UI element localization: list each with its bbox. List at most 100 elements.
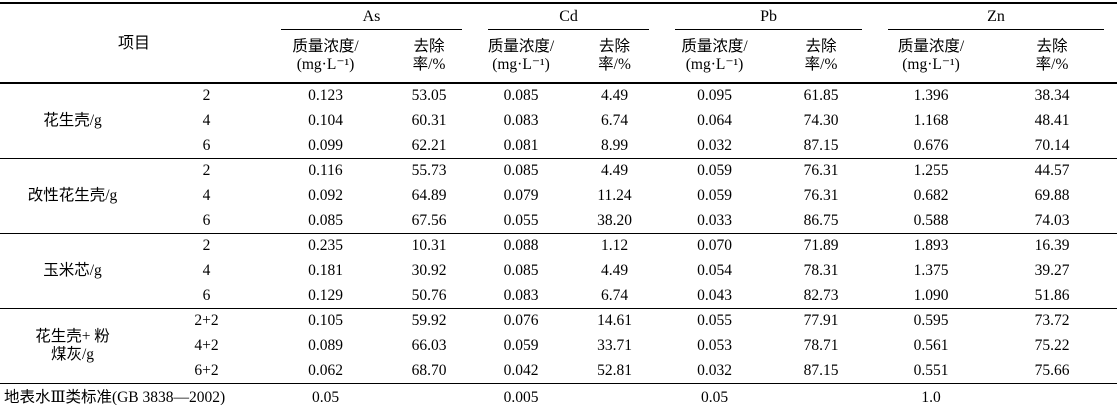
- value-cell: 1.255: [875, 158, 988, 184]
- value-cell: 0.083: [503, 111, 539, 129]
- value-cell: 38.20: [597, 211, 632, 229]
- item-column-header: 项目: [0, 3, 269, 84]
- value-cell: 82.73: [803, 286, 839, 304]
- element-header-pb: Pb: [662, 3, 875, 32]
- amount-cell: 6: [202, 286, 211, 304]
- value-cell: 0.095: [697, 87, 732, 105]
- value-cell: 0.059: [697, 186, 732, 204]
- element-label-cd: Cd: [488, 8, 650, 30]
- value-cell: 77.91: [767, 308, 876, 334]
- as-removal-header: 去除 率/%: [383, 32, 476, 84]
- value-cell: 0.085: [503, 87, 539, 105]
- table-row: 6+2 0.062 68.70 0.042 52.81 0.032 87.15 …: [0, 359, 1117, 384]
- value-cell: 8.99: [600, 136, 629, 154]
- table-row: 4 0.104 60.31 0.083 6.74 0.064 74.30 1.1…: [0, 109, 1117, 134]
- value-cell: 78.31: [803, 262, 839, 280]
- value-cell: 67.56: [411, 211, 447, 229]
- table-row: 4+2 0.089 66.03 0.059 33.71 0.053 78.71 …: [0, 334, 1117, 359]
- value-cell: 51.86: [1034, 286, 1070, 304]
- value-cell: 0.085: [308, 211, 343, 229]
- amount-cell: 6+2: [194, 361, 219, 379]
- value-cell: 66.03: [411, 337, 447, 355]
- value-cell: 0.595: [875, 308, 988, 334]
- element-header-cd: Cd: [475, 3, 662, 32]
- value-cell: 0.076: [475, 308, 568, 334]
- value-cell: 0.129: [308, 286, 343, 304]
- value-cell: 48.41: [1034, 111, 1070, 129]
- value-cell: 33.71: [597, 337, 632, 355]
- value-cell: 0.043: [697, 286, 732, 304]
- value-cell: 4.49: [567, 158, 663, 184]
- value-cell: 0.099: [308, 136, 343, 154]
- standard-value-pb: 0.05: [662, 383, 768, 405]
- element-header-as: As: [268, 3, 475, 32]
- value-cell: 6.74: [600, 286, 629, 304]
- material-label: 改性花生壳/g: [0, 158, 145, 234]
- standard-value-zn: 1.0: [875, 383, 988, 405]
- as-concentration-header: 质量浓度/ (mg·L⁻¹): [268, 32, 384, 84]
- value-cell: 0.033: [697, 211, 732, 229]
- value-cell: 0.235: [268, 233, 384, 259]
- value-cell: 87.15: [803, 361, 839, 379]
- value-cell: 62.21: [411, 136, 447, 154]
- amount-cell: 2: [202, 87, 211, 105]
- table-row: 花生壳/g 2 0.123 53.05 0.085 4.49 0.095 61.…: [0, 83, 1117, 129]
- value-cell: 78.71: [803, 337, 839, 355]
- table-body: 花生壳/g 2 0.123 53.05 0.085 4.49 0.095 61.…: [0, 83, 1117, 405]
- table-row: 6 0.085 67.56 0.055 38.20 0.033 86.75 0.…: [0, 208, 1117, 233]
- standard-value-as: 0.05: [268, 383, 384, 405]
- material-label: 花生壳/g: [43, 111, 102, 129]
- value-cell: 44.57: [987, 158, 1117, 184]
- value-cell: 0.561: [913, 337, 949, 355]
- value-cell: 0.085: [475, 158, 568, 184]
- material-label: 花生壳+ 粉 煤灰/g: [0, 308, 145, 384]
- value-cell: 55.73: [383, 158, 476, 184]
- cd-removal-header: 去除 率/%: [567, 32, 663, 84]
- amount-cell: 4: [202, 111, 211, 129]
- value-cell: 68.70: [411, 361, 447, 379]
- value-cell: 75.66: [1034, 361, 1070, 379]
- value-cell: 61.85: [803, 87, 839, 105]
- value-cell: 4.49: [600, 87, 629, 105]
- value-cell: 0.104: [308, 111, 343, 129]
- amount-cell: 2: [145, 158, 269, 184]
- table-row: 4 0.181 30.92 0.085 4.49 0.054 78.31 1.3…: [0, 259, 1117, 284]
- value-cell: 1.12: [567, 233, 663, 259]
- table-row: 6 0.099 62.21 0.081 8.99 0.032 87.15 0.6…: [0, 133, 1117, 158]
- table-row: 6 0.129 50.76 0.083 6.74 0.043 82.73 1.0…: [0, 284, 1117, 309]
- element-label-pb: Pb: [675, 8, 863, 30]
- value-cell: 11.24: [597, 186, 632, 204]
- value-cell: 0.088: [475, 233, 568, 259]
- value-cell: 0.682: [913, 186, 949, 204]
- value-cell: 0.092: [308, 186, 343, 204]
- empty-cell: [987, 383, 1117, 405]
- value-cell: 50.76: [411, 286, 447, 304]
- value-cell: 86.75: [803, 211, 839, 229]
- value-cell: 0.081: [503, 136, 539, 154]
- value-cell: 87.15: [803, 136, 839, 154]
- value-cell: 4.49: [600, 262, 629, 280]
- value-cell: 64.89: [411, 186, 447, 204]
- value-cell: 1.375: [913, 262, 949, 280]
- amount-cell: 6: [202, 211, 211, 229]
- empty-cell: [767, 383, 876, 405]
- value-cell: 70.14: [1034, 136, 1070, 154]
- amount-cell: 4+2: [194, 337, 219, 355]
- value-cell: 71.89: [767, 233, 876, 259]
- value-cell: 0.042: [503, 361, 539, 379]
- value-cell: 30.92: [411, 262, 447, 280]
- value-cell: 59.92: [383, 308, 476, 334]
- value-cell: 52.81: [597, 361, 632, 379]
- value-cell: 0.070: [662, 233, 768, 259]
- value-cell: 0.551: [913, 361, 949, 379]
- value-cell: 1.893: [875, 233, 988, 259]
- value-cell: 1.396: [913, 87, 949, 105]
- table-row: 玉米芯/g 2 0.235 10.31 0.088 1.12 0.070 71.…: [0, 233, 1117, 309]
- value-cell: 0.032: [697, 361, 732, 379]
- value-cell: 1.168: [913, 111, 949, 129]
- value-cell: 0.059: [503, 337, 539, 355]
- value-cell: 0.053: [697, 337, 732, 355]
- pb-concentration-header: 质量浓度/ (mg·L⁻¹): [662, 32, 768, 84]
